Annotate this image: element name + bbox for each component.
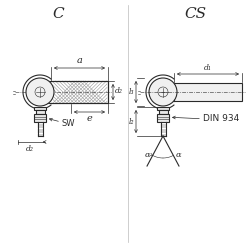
Circle shape [26, 78, 54, 106]
Text: SW: SW [62, 120, 76, 128]
Text: a: a [76, 56, 82, 65]
Bar [51, 81, 108, 103]
Bar [34, 107, 46, 110]
Text: l₂: l₂ [128, 118, 134, 126]
Text: CS: CS [184, 7, 206, 21]
Text: e: e [86, 114, 92, 123]
Circle shape [149, 78, 177, 106]
Text: l₃: l₃ [128, 88, 134, 96]
Bar [157, 107, 169, 110]
Bar [36, 110, 44, 114]
Text: α: α [145, 151, 150, 159]
Bar [158, 110, 168, 114]
Text: C: C [52, 7, 64, 21]
Bar [157, 114, 169, 122]
Text: α: α [176, 151, 181, 159]
Text: d₂: d₂ [115, 87, 123, 95]
Bar [174, 83, 242, 101]
Text: d₂: d₂ [26, 145, 34, 153]
Text: DIN 934: DIN 934 [203, 114, 239, 123]
Text: d₁: d₁ [204, 64, 212, 72]
Bar [34, 114, 46, 122]
